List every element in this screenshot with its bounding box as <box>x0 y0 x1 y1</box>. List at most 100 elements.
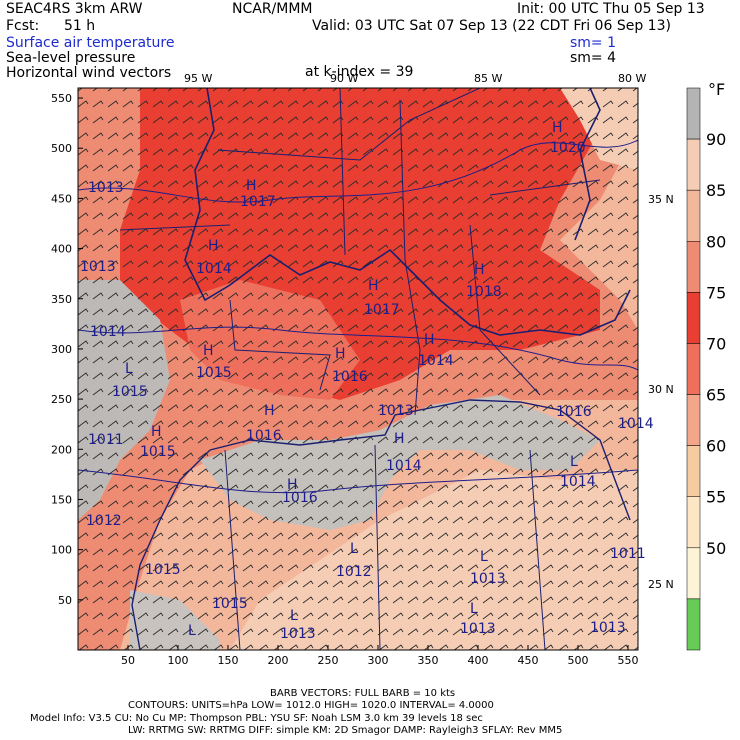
pressure-value-label: 1011 <box>610 546 646 562</box>
barb-info: BARB VECTORS: FULL BARB = 10 kts <box>270 688 456 699</box>
pressure-value-label: 1015 <box>140 444 176 460</box>
x-axis: 50 100 150 200 250 300 350 400 450 500 550 <box>121 645 639 667</box>
low-pressure-marker: L <box>480 549 488 565</box>
pressure-value-label: 1014 <box>196 261 232 277</box>
lon-label-80w: 80 W <box>618 72 647 85</box>
y-tick-label: 200 <box>51 443 72 456</box>
low-pressure-marker: L <box>125 361 133 377</box>
pressure-value-label: 1015 <box>145 562 181 578</box>
colorbar-swatch <box>686 598 701 651</box>
wind-barbs <box>78 88 638 650</box>
low-pressure-marker: L <box>188 623 196 639</box>
lat-label-35n: 35 N <box>648 193 674 206</box>
model-info-line1: Model Info: V3.5 CU: No Cu MP: Thompson … <box>30 713 483 724</box>
pressure-value-label: 1012 <box>336 564 372 580</box>
colorbar-swatch <box>686 547 701 600</box>
colorbar-swatch <box>686 87 701 140</box>
pressure-value-label: 1011 <box>88 432 124 448</box>
x-tick-label: 100 <box>168 654 189 667</box>
pressure-value-label: 1016 <box>282 490 318 506</box>
y-tick-label: 100 <box>51 544 72 557</box>
pressure-value-label: 1017 <box>364 302 400 318</box>
pressure-value-label: 1013 <box>590 620 626 636</box>
colorbar-label: 80 <box>706 232 726 251</box>
high-pressure-marker: H <box>203 343 214 359</box>
y-tick-label: 300 <box>51 343 72 356</box>
colorbar-label: 90 <box>706 130 726 149</box>
lat-label-25n: 25 N <box>648 578 674 591</box>
high-pressure-marker: H <box>474 262 485 278</box>
state-borders <box>119 88 601 650</box>
model-title: SEAC4RS 3km ARW <box>6 1 143 17</box>
pressure-value-label: 1016 <box>556 404 592 420</box>
x-tick-label: 300 <box>368 654 389 667</box>
pressure-value-label: 1016 <box>332 369 368 385</box>
pressure-value-label: 1012 <box>86 513 122 529</box>
pressure-value-label: 1013 <box>88 180 124 196</box>
pressure-value-label: 1014 <box>418 353 454 369</box>
y-axis: 550 500 450 400 350 300 250 200 150 100 50 <box>51 92 83 607</box>
colorbar-label: 65 <box>706 386 726 405</box>
colorbar-swatch <box>686 292 701 344</box>
field-temperature-smoothing: sm= 1 <box>570 35 617 51</box>
center-label: NCAR/MMM <box>232 1 313 17</box>
level-label: at k-index = 39 <box>305 64 414 80</box>
field-wind-label: Horizontal wind vectors <box>6 65 172 81</box>
gulf-coast <box>131 399 631 651</box>
x-tick-label: 450 <box>518 654 539 667</box>
high-pressure-marker: H <box>335 346 346 362</box>
valid-time: Valid: 03 UTC Sat 07 Sep 13 (22 CDT Fri … <box>312 18 671 34</box>
lat-label-30n: 30 N <box>648 383 674 396</box>
pressure-value-label: 1014 <box>618 416 654 432</box>
pressure-value-label: 1013 <box>80 259 116 275</box>
pressure-value-label: 1013 <box>460 621 496 637</box>
x-tick-label: 500 <box>568 654 589 667</box>
y-tick-label: 500 <box>51 142 72 155</box>
field-pressure-smoothing: sm= 4 <box>570 50 617 66</box>
high-pressure-marker: H <box>151 424 162 440</box>
y-tick-label: 250 <box>51 393 72 406</box>
x-tick-label: 350 <box>418 654 439 667</box>
colorbar-swatch <box>686 241 701 293</box>
y-tick-label: 450 <box>51 192 72 205</box>
colorbar-label: 55 <box>706 488 726 507</box>
pressure-centers: H H H H H H H H H H H H L L L L L L L 1020 1017 1014 1017 1018 1… <box>80 120 654 642</box>
low-pressure-marker: L <box>350 541 358 557</box>
fcst-value: 51 h <box>64 18 96 34</box>
colorbar-unit: °F <box>708 80 726 99</box>
colorbar-label: 70 <box>706 334 726 353</box>
coastline-boundaries <box>184 88 631 336</box>
pressure-value-label: 1015 <box>112 384 148 400</box>
pressure-value-label: 1017 <box>240 194 276 210</box>
lon-label-95w: 95 W <box>184 72 213 85</box>
colorbar-swatch <box>686 138 701 191</box>
x-tick-label: 250 <box>318 654 339 667</box>
high-pressure-marker: H <box>264 403 275 419</box>
y-tick-label: 350 <box>51 293 72 306</box>
x-tick-label: 150 <box>218 654 239 667</box>
pressure-value-label: 1014 <box>560 474 596 490</box>
high-pressure-marker: H <box>424 332 435 348</box>
pressure-value-label: 1018 <box>466 284 502 300</box>
colorbar-label: 75 <box>706 283 726 302</box>
colorbar-swatch <box>686 496 701 549</box>
colorbar-swatch <box>686 189 701 242</box>
temperature-colorbar: 90 85 80 75 70 65 60 55 50 <box>686 87 726 651</box>
y-tick-label: 50 <box>58 594 72 607</box>
field-temperature-label: Surface air temperature <box>6 35 175 51</box>
high-pressure-marker: H <box>287 477 298 493</box>
colorbar-swatch <box>686 394 701 446</box>
pressure-value-label: 1020 <box>550 140 586 156</box>
colorbar-swatch <box>686 445 701 497</box>
x-tick-label: 50 <box>121 654 135 667</box>
x-tick-label: 200 <box>268 654 289 667</box>
pressure-value-label: 1014 <box>90 324 126 340</box>
low-pressure-marker: L <box>470 601 478 617</box>
field-pressure-label: Sea-level pressure <box>6 50 136 66</box>
colorbar-label: 60 <box>706 437 726 456</box>
x-tick-label: 400 <box>468 654 489 667</box>
pressure-value-label: 1016 <box>246 428 282 444</box>
pressure-value-label: 1013 <box>378 403 414 419</box>
x-tick-label: 550 <box>618 654 639 667</box>
